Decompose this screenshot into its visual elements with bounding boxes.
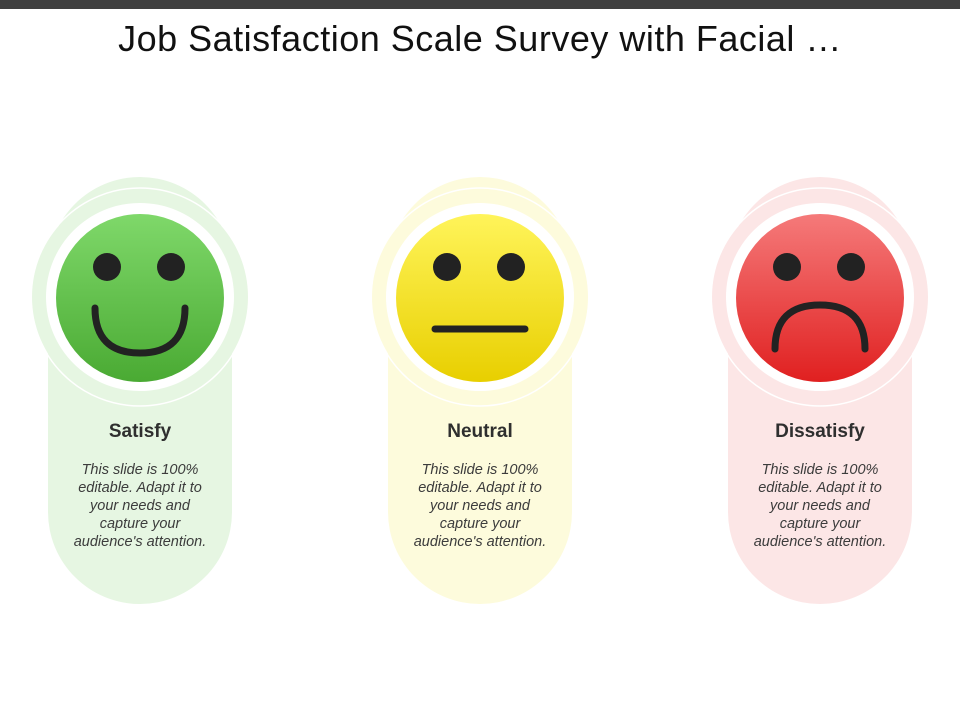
top-bar [0, 0, 960, 9]
card-description: This slide is 100% editable. Adapt it to… [413, 462, 547, 550]
card-neutral: Neutral This slide is 100% editable. Ada… [372, 159, 588, 609]
card-label: Neutral [447, 421, 513, 442]
card-description: This slide is 100% editable. Adapt it to… [753, 462, 887, 550]
card-label: Satisfy [108, 421, 172, 442]
slide-title: Job Satisfaction Scale Survey with Facia… [118, 18, 842, 59]
card-description: This slide is 100% editable. Adapt it to… [73, 462, 207, 550]
card-dissatisfy: Dissatisfy This slide is 100% editable. … [712, 159, 928, 609]
smiling-face-icon [56, 214, 224, 382]
frowning-face-icon [736, 214, 904, 382]
card-satisfy: Satisfy This slide is 100% editable. Ada… [32, 159, 248, 609]
neutral-face-icon [396, 214, 564, 382]
card-label: Dissatisfy [775, 421, 865, 442]
